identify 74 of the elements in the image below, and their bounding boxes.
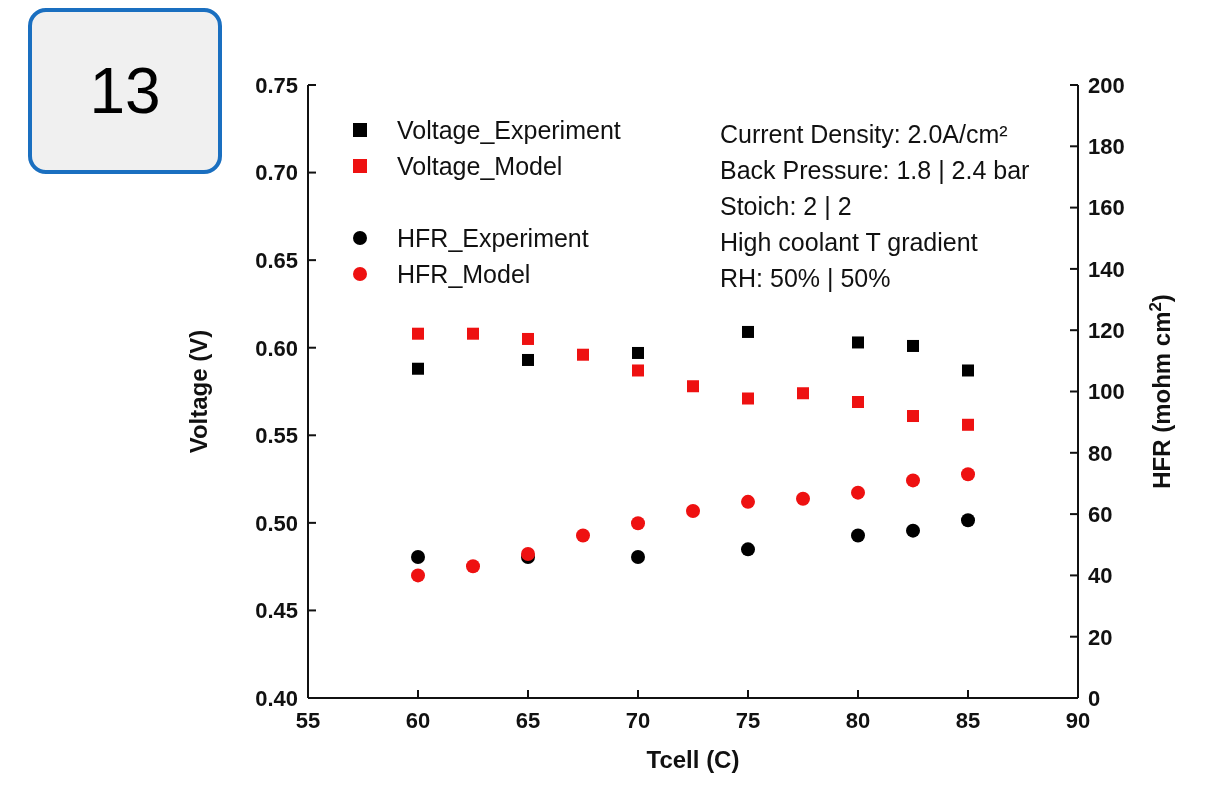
point <box>961 467 975 482</box>
x-tick-label: 70 <box>625 707 651 733</box>
x-tick-label: 75 <box>735 707 761 733</box>
annotation: High coolant T gradient <box>720 227 979 258</box>
point <box>962 418 974 431</box>
y2-tick-label: 120 <box>1088 318 1125 344</box>
annotation: Current Density: 2.0A/cm² <box>720 119 1009 150</box>
y2-tick-label: 200 <box>1088 72 1125 98</box>
x-tick-label: 85 <box>955 707 981 733</box>
y-tick-label: 0.75 <box>255 72 298 98</box>
point <box>851 528 865 543</box>
y-tick-label: 0.70 <box>255 160 298 186</box>
y2-tick-label: 180 <box>1088 134 1125 160</box>
point <box>576 528 590 543</box>
x-tick-label: 55 <box>295 707 321 733</box>
point <box>521 546 535 561</box>
y-tick-label: 0.40 <box>255 685 298 711</box>
point <box>631 550 645 565</box>
y2-tick-label: 20 <box>1088 624 1113 650</box>
point <box>577 348 589 361</box>
point <box>907 339 919 352</box>
point <box>742 325 754 338</box>
point <box>412 362 424 375</box>
annotation: Stoich: 2 | 2 <box>720 191 853 222</box>
point <box>466 559 480 574</box>
legend-label: Voltage_Model <box>397 151 563 182</box>
point <box>961 513 975 528</box>
point <box>851 485 865 500</box>
y-tick-label: 0.50 <box>255 510 298 536</box>
y2-tick-label: 40 <box>1088 563 1113 589</box>
x-tick-label: 65 <box>515 707 541 733</box>
y2-tick-label: 100 <box>1088 379 1125 405</box>
y2-tick-label: 140 <box>1088 256 1125 282</box>
y-tick-label: 0.60 <box>255 335 298 361</box>
point <box>632 346 644 359</box>
y2-tick-label: 0 <box>1088 685 1101 711</box>
point <box>852 396 864 409</box>
point <box>741 494 755 509</box>
point <box>852 336 864 349</box>
point <box>686 504 700 519</box>
point <box>796 491 810 506</box>
x-axis-title: Tcell (C) <box>646 746 740 773</box>
point <box>632 364 644 377</box>
point <box>522 332 534 345</box>
legend-label: Voltage_Experiment <box>397 115 621 146</box>
x-tick-label: 60 <box>405 707 431 733</box>
point <box>906 523 920 538</box>
legend-label: HFR_Model <box>397 259 531 290</box>
text: 13 <box>28 8 222 174</box>
annotation: RH: 50% | 50% <box>720 263 892 294</box>
y-tick-label: 0.65 <box>255 247 298 273</box>
y2-tick-label: 160 <box>1088 195 1125 221</box>
point <box>411 568 425 583</box>
legend-label: HFR_Experiment <box>397 223 589 254</box>
point <box>631 516 645 531</box>
y-axis-title: Voltage (V) <box>184 329 212 454</box>
point <box>962 364 974 377</box>
point <box>467 327 479 340</box>
point <box>687 380 699 393</box>
point <box>742 392 754 405</box>
y-tick-label: 0.55 <box>255 423 298 449</box>
x-tick-label: 90 <box>1065 707 1091 733</box>
point <box>797 387 809 400</box>
point <box>907 410 919 423</box>
y2-tick-label: 60 <box>1088 501 1113 527</box>
y2-tick-label: 80 <box>1088 440 1113 466</box>
annotation: Back Pressure: 1.8 | 2.4 bar <box>720 155 1030 186</box>
point <box>741 542 755 557</box>
point <box>412 327 424 340</box>
point <box>522 353 534 366</box>
y-tick-label: 0.45 <box>255 598 298 624</box>
point <box>411 550 425 565</box>
x-tick-label: 80 <box>845 707 871 733</box>
point <box>906 473 920 488</box>
